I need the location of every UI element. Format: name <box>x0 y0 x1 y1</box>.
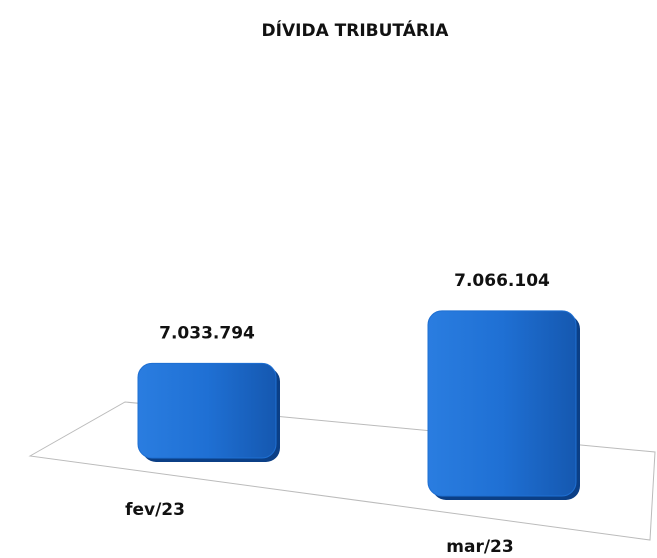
value-label: 7.066.104 <box>454 271 550 291</box>
bar <box>427 310 577 497</box>
x-tick-label: mar/23 <box>446 537 513 557</box>
value-label: 7.033.794 <box>159 323 255 343</box>
floor <box>28 401 656 541</box>
bar <box>137 362 277 459</box>
chart-title: DÍVIDA TRIBUTÁRIA <box>262 19 450 41</box>
x-tick-label: fev/23 <box>125 500 185 520</box>
